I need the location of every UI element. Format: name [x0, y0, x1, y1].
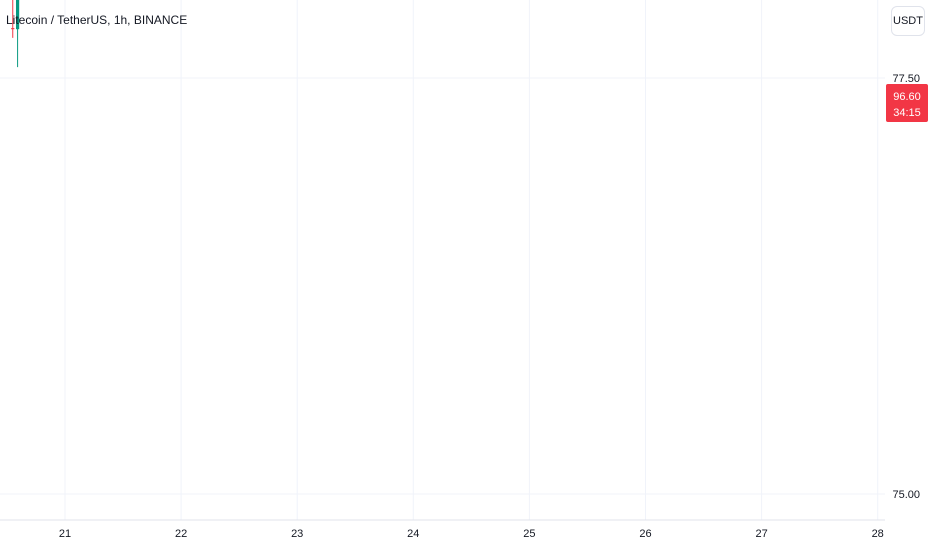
x-tick-label: 23 [291, 528, 303, 540]
x-tick-label: 28 [872, 528, 884, 540]
x-tick-label: 21 [59, 528, 71, 540]
candle-down [11, 28, 15, 30]
price-badge-countdown: 34:15 [893, 107, 921, 119]
price-badge-bg [886, 84, 928, 122]
currency-button[interactable]: USDT [891, 6, 925, 36]
x-tick-label: 27 [755, 528, 767, 540]
y-tick-label: 77.50 [892, 73, 920, 85]
y-tick-label: 75.00 [892, 489, 920, 501]
price-badge-price: 96.60 [893, 91, 921, 103]
candle-up [15, 0, 20, 30]
price-axis[interactable]: 75.0077.5080.0082.5085.0087.5090.0092.50… [892, 0, 920, 501]
x-tick-label: 26 [639, 528, 651, 540]
x-tick-label: 22 [175, 528, 187, 540]
x-tick-label: 24 [407, 528, 419, 540]
time-axis[interactable]: 21 22 23 24 25 26 27 28 [0, 519, 885, 540]
grid [0, 0, 885, 520]
chart-title: Litecoin / TetherUS, 1h, BINANCE [6, 13, 187, 27]
x-tick-label: 25 [523, 528, 535, 540]
price-badge: 96.60 34:15 [886, 84, 928, 122]
candles [11, 0, 20, 68]
